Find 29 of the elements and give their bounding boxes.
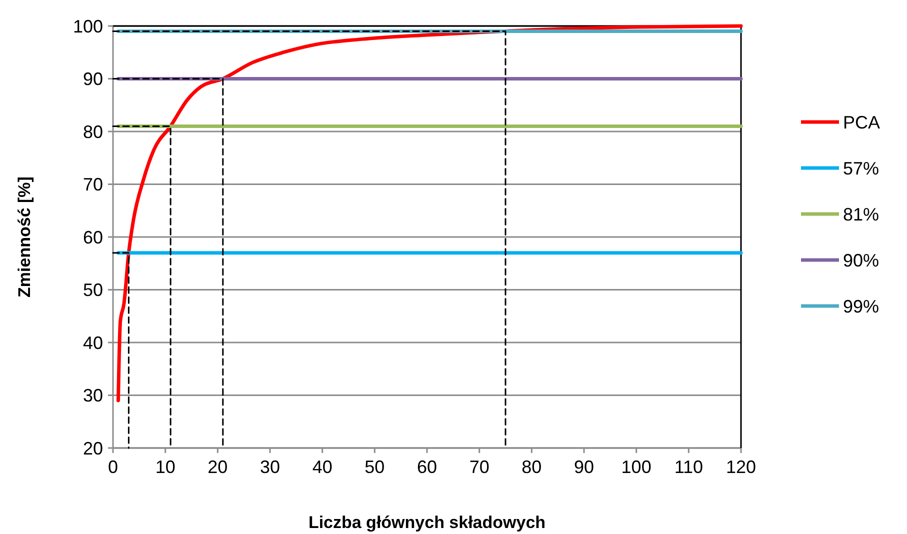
x-tick-label: 0 [108,457,118,477]
x-tick-label: 40 [312,457,332,477]
x-tick-label: 90 [574,457,594,477]
x-tick-label: 50 [364,457,385,477]
y-tick-label: 90 [82,69,103,90]
y-tick-label: 40 [82,332,103,353]
y-tick-label: 70 [82,174,103,195]
y-tick-label: 80 [82,122,103,142]
x-tick-label: 110 [674,457,704,477]
legend-label: 90% [843,250,880,270]
x-tick-label: 70 [469,457,490,477]
y-tick-label: 100 [72,16,103,36]
legend-label: 99% [843,296,880,316]
x-tick-label: 30 [260,457,280,477]
legend-label: 57% [843,158,880,178]
x-tick-label: 120 [726,457,756,477]
x-tick-label: 20 [208,457,228,477]
x-tick-label: 100 [621,457,652,477]
y-tick-label: 60 [82,227,103,248]
y-tick-label: 20 [82,438,103,458]
y-tick-label: 30 [82,386,103,406]
x-tick-label: 10 [155,457,176,477]
y-axis-title: Zmienność [%] [15,176,34,298]
x-tick-label: 60 [416,457,438,477]
x-tick-label: 80 [522,457,542,477]
legend-label: 81% [843,204,880,224]
x-axis-title: Liczba głównych składowych [308,513,546,532]
legend-label: PCA [843,112,880,132]
y-tick-label: 50 [82,280,103,300]
